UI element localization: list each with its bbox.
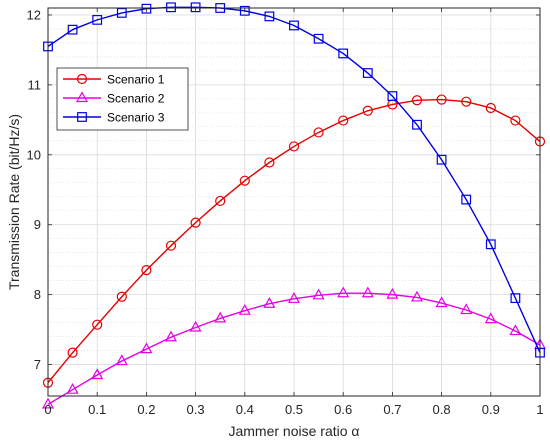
legend-marker [75,91,89,103]
data-point [461,96,472,107]
data-point [116,7,127,18]
y-tick-label: 12 [27,7,41,22]
data-point [461,194,472,205]
data-point [214,311,227,323]
data-point [289,20,299,31]
data-point [412,119,422,130]
data-point [338,115,349,126]
data-point [386,287,399,299]
x-tick-label: 0.5 [285,402,303,417]
data-point [338,48,349,59]
legend-entry: Scenario 3 [63,111,165,125]
data-point [435,296,448,308]
data-point [189,320,202,332]
legend-entry: Scenario 2 [63,91,165,106]
x-axis: 0 0.1 0.2 0.3 0.4 0.5 0.6 0.7 0.8 0.9 1 [44,8,544,417]
legend-marker [77,112,87,122]
data-point [92,319,103,330]
data-point [239,175,250,186]
x-tick-label: 0.6 [334,402,352,417]
x-tick-label: 0.1 [88,402,106,417]
data-point [287,292,301,303]
data-point [140,342,153,354]
x-tick-label: 0 [44,402,51,417]
data-point [411,95,423,106]
data-point [485,239,496,250]
data-point [166,2,176,13]
y-tick-label: 7 [34,357,41,372]
series-line [47,292,541,405]
data-point [361,286,374,298]
y-tick-label: 11 [28,77,42,92]
data-point [362,68,373,78]
series-layer [41,2,547,409]
series-2 [41,286,547,409]
data-point [141,265,152,276]
data-point [67,24,78,35]
legend-marker [76,73,88,85]
data-point [436,154,447,165]
legend: Scenario 1 Scenario 2 Scenario 3 [56,67,189,131]
data-point [92,14,103,25]
legend-entry: Scenario 1 [63,73,165,87]
data-point [509,324,522,336]
y-axis-title: Transmission Rate (bit/Hz/s) [6,114,22,290]
data-point [41,397,55,409]
data-point [215,195,226,207]
series-line [47,98,541,384]
series-1 [42,94,546,388]
data-point [165,240,177,251]
legend-label: Scenario 3 [107,111,165,125]
data-point [141,3,152,14]
data-point [312,288,325,300]
data-point [410,290,424,302]
x-tick-label: 1 [536,402,543,417]
data-point [116,291,127,302]
data-point [238,303,251,315]
x-tick-label: 0.7 [383,402,401,417]
data-point [164,330,178,342]
data-point [485,102,496,114]
legend-label: Scenario 1 [107,73,165,87]
x-tick-label: 0.3 [187,402,205,417]
data-point [288,141,300,152]
y-tick-label: 9 [34,217,41,232]
data-point [264,157,275,168]
data-point [91,368,104,380]
x-tick-label: 0.9 [482,402,500,417]
data-point [264,11,275,22]
data-point [67,347,78,358]
data-point [460,303,473,315]
data-point [510,115,521,126]
x-tick-label: 0.4 [236,402,254,417]
data-point [190,217,201,228]
data-point [510,293,521,304]
data-point [387,91,398,101]
data-point [436,94,447,105]
y-axis: 7 8 9 10 11 12 [27,7,540,372]
data-point [115,354,128,366]
data-point [362,105,373,116]
series-line [47,6,541,353]
x-tick-label: 0.8 [433,402,451,417]
y-tick-label: 8 [34,287,41,302]
data-point [313,33,324,44]
x-axis-title: Jammer noise ratio α [228,423,359,439]
data-point [337,286,350,298]
data-point [239,5,250,16]
data-point [263,296,276,308]
x-tick-label: 0.2 [137,402,155,417]
data-point [66,382,79,394]
data-point [484,312,497,324]
legend-label: Scenario 2 [107,92,165,106]
y-tick-label: 10 [27,147,41,162]
data-point [313,127,324,138]
